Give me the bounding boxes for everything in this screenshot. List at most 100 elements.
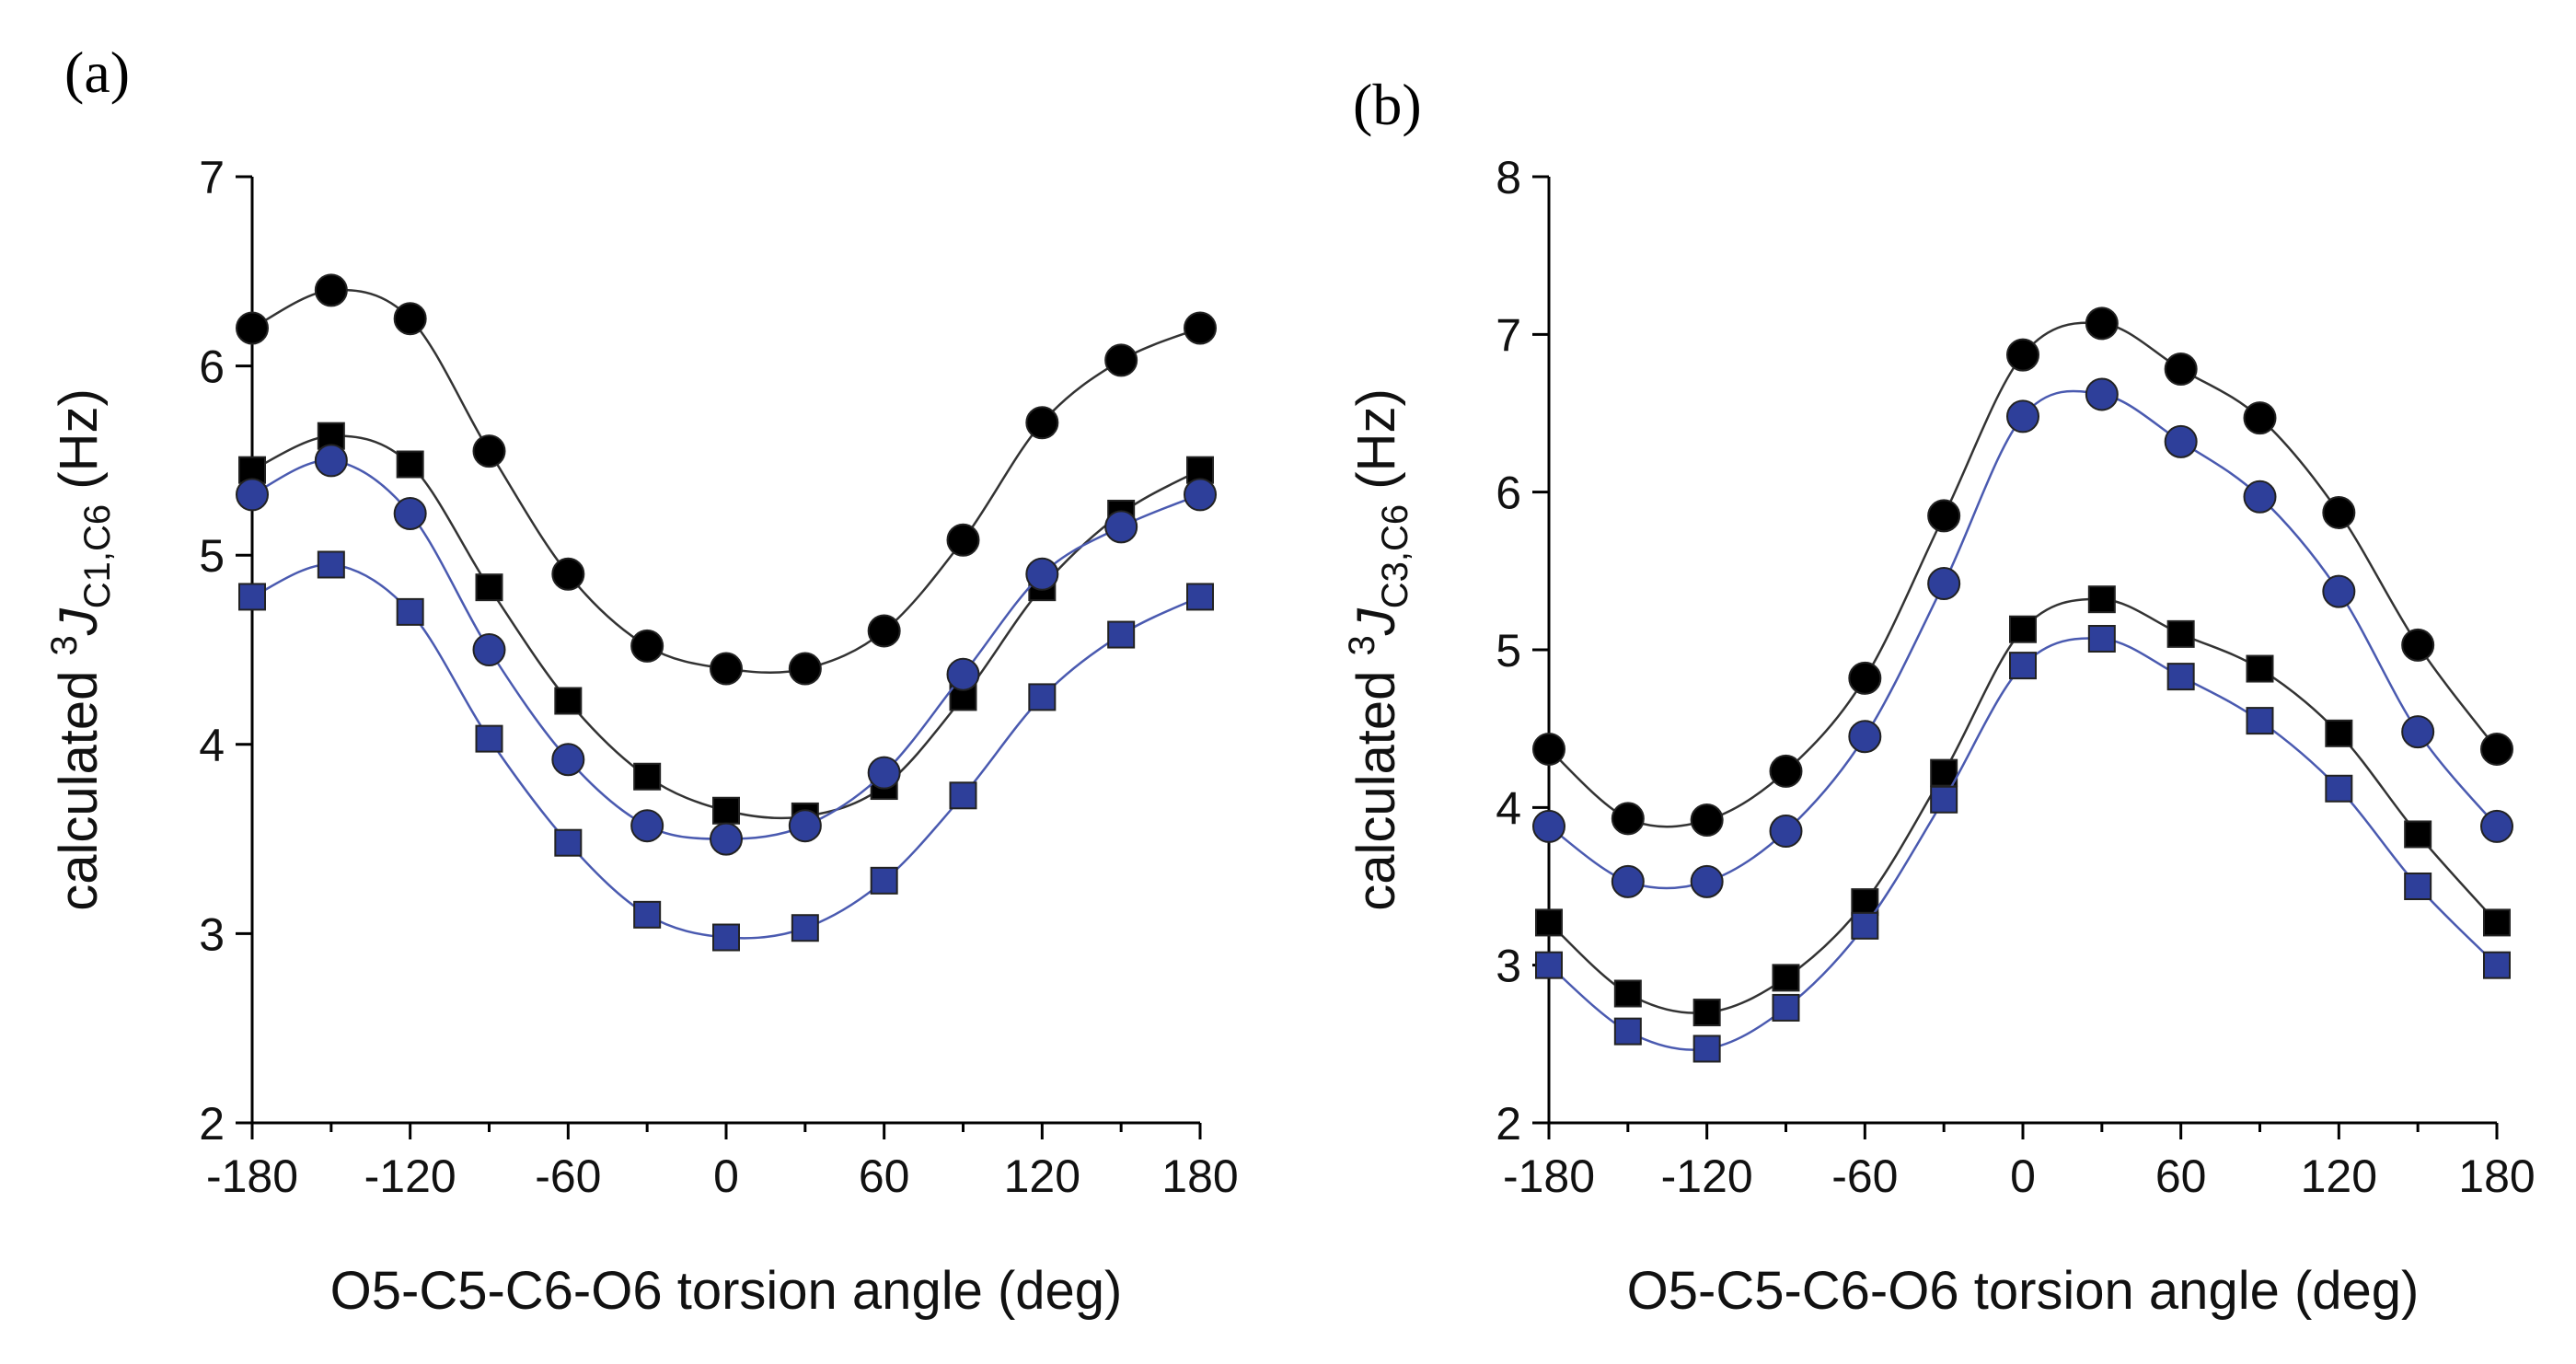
data-point-square [2325,774,2353,803]
data-point-circle [393,496,427,530]
data-point-circle [472,633,506,666]
panel-a: (a) calculated 3JC1,C6 (Hz) O5-C5-C6-O6 … [44,40,1239,1321]
x-tick-label: 180 [2458,1150,2535,1202]
data-point-square [1692,1035,1721,1063]
data-point-square [1535,951,1563,979]
series-line [251,563,1201,940]
x-tick-label: 180 [1161,1150,1238,1202]
series-blue-circles [1532,377,2513,898]
data-point-square [475,724,503,753]
data-point-circle [1611,802,1645,836]
data-point-circle [2322,495,2356,529]
y-tick-label: 4 [199,720,225,771]
x-axis-label-b: O5-C5-C6-O6 torsion angle (deg) [1627,1261,2420,1321]
data-point-square [1107,620,1136,649]
data-point-square [633,900,662,929]
y-tick-label: 5 [199,530,225,582]
data-point-circle [551,743,585,777]
y-tick-label: 6 [199,341,225,393]
data-point-square [554,828,583,857]
data-point-circle [1848,720,1882,754]
data-point-square [1930,785,1958,814]
data-point-circle [710,652,743,686]
data-point-circle [1104,343,1138,377]
data-point-circle [472,434,506,468]
data-point-square [1613,1017,1642,1046]
series-blue-circles [236,444,1217,856]
data-point-circle [630,629,664,663]
data-point-circle [2480,809,2513,843]
y-tick-label: 2 [199,1098,225,1150]
y-tick-label: 2 [1496,1098,1521,1150]
data-point-circle [1927,499,1961,533]
series-black-circles [236,273,1217,686]
data-point-square [1772,964,1800,992]
data-point-square [317,550,345,579]
y-label-text: calculated [1346,655,1406,910]
data-point-circle [867,614,901,648]
data-point-circle [788,809,822,843]
data-point-square [2325,719,2353,747]
data-point-square [2087,585,2116,614]
y-label-suffix: (Hz) [1346,388,1406,504]
data-point-square [870,866,898,895]
data-point-circle [236,311,269,345]
data-point-circle [1184,311,1217,345]
data-point-circle [1690,864,1724,898]
y-axis-label-a: calculated 3JC1,C6 (Hz) [44,388,118,911]
x-tick-label: 60 [859,1150,910,1202]
data-point-square [396,597,424,626]
x-tick-label: -120 [1661,1150,1753,1202]
y-tick-label: 3 [1496,941,1521,992]
x-tick-label: 0 [713,1150,739,1202]
series-black-circles [1532,306,2513,838]
data-point-circle [1848,661,1882,695]
data-point-circle [1025,406,1059,440]
data-point-square [1186,583,1214,611]
data-point-circle [2006,338,2039,372]
y-tick-label: 5 [1496,625,1521,676]
data-point-circle [2243,480,2277,514]
data-point-square [2483,908,2511,937]
data-point-square [1851,888,1879,917]
data-point-square [2404,873,2432,900]
x-tick-label: 60 [2155,1150,2207,1202]
data-point-square [2246,707,2274,735]
data-point-circle [1769,815,1803,849]
data-point-square [712,923,740,952]
series-blue-squares [238,550,1214,952]
data-point-square [2166,619,2195,648]
data-point-square [2483,951,2511,979]
data-point-circle [2085,377,2119,411]
data-point-circle [2322,574,2356,608]
series-line [251,288,1201,674]
y-tick-label: 7 [1496,309,1521,361]
x-tick-label: -180 [1503,1150,1595,1202]
y-label-sup: 3 [1342,635,1382,655]
y-label-sub: C3,C6 [1375,504,1415,608]
data-point-circle [2006,399,2039,433]
data-point-circle [1104,510,1138,544]
data-point-square [1535,908,1563,937]
data-point-circle [788,652,822,686]
data-point-circle [1690,803,1724,838]
panel-label-b: (b) [1353,72,1422,137]
data-point-circle [1184,478,1217,512]
data-point-circle [2164,353,2198,387]
series-line [251,434,1201,820]
y-label-sub: C1,C6 [77,504,118,608]
data-point-square [396,450,424,479]
x-tick-label: 0 [2010,1150,2036,1202]
data-point-circle [314,273,348,307]
data-point-square [554,687,583,715]
data-point-circle [710,822,743,856]
data-point-circle [1025,557,1059,591]
data-point-circle [1769,754,1803,788]
data-point-square [949,781,977,810]
y-tick-label: 6 [1496,468,1521,519]
y-tick-label: 8 [1496,152,1521,203]
data-point-circle [1532,732,1565,766]
y-axis-label-b: calculated 3JC3,C6 (Hz) [1342,388,1415,911]
data-point-circle [2401,715,2435,749]
data-point-circle [867,756,901,790]
